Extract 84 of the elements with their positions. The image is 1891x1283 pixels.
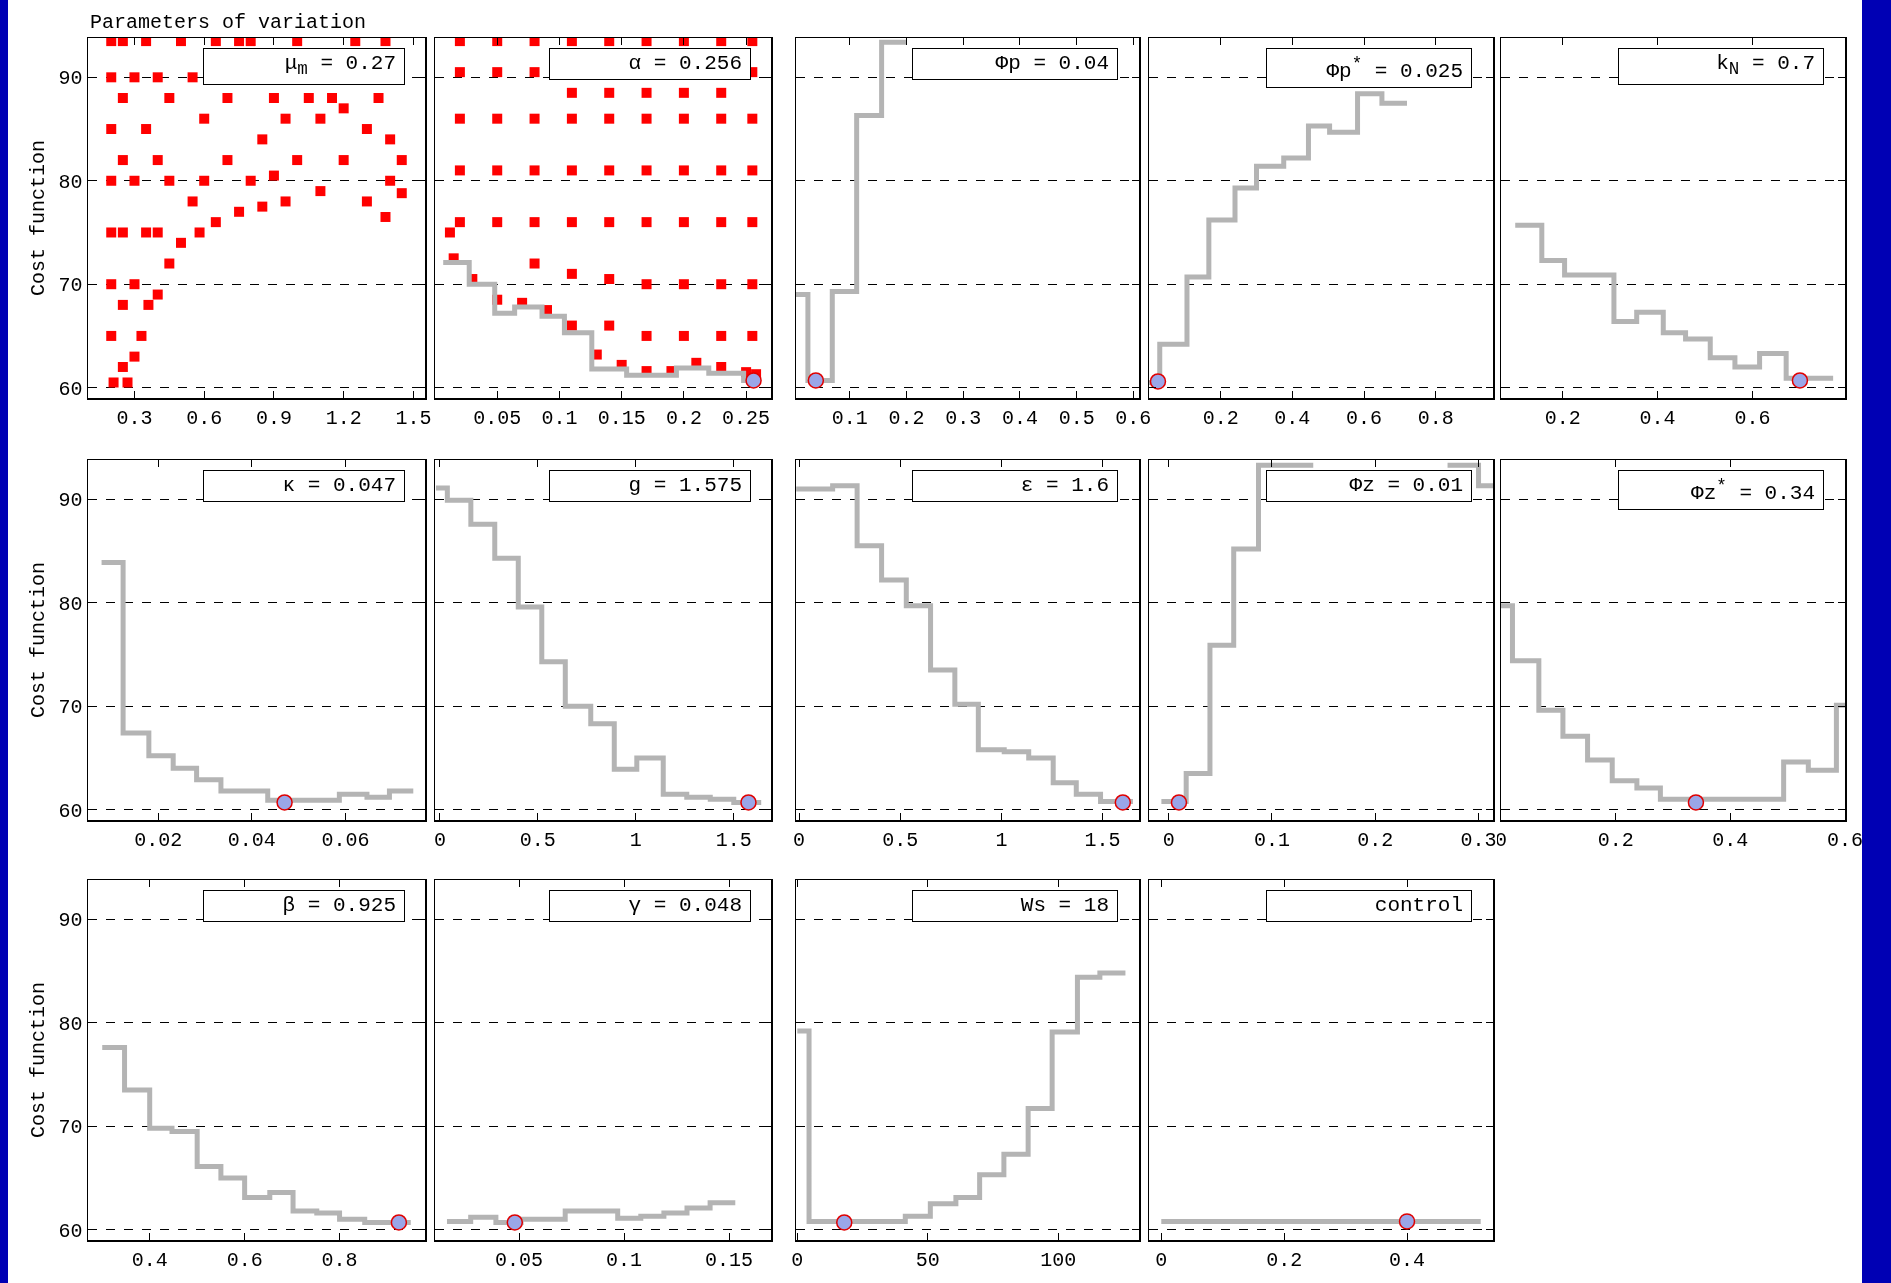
y-tick-label: 60 (58, 799, 83, 823)
x-tick-label: 0.4 (1001, 406, 1038, 430)
x-tick-label: 0.2 (888, 406, 925, 430)
x-tick-label: 0.05 (494, 1248, 544, 1272)
x-tick-label: 0.04 (227, 828, 276, 852)
x-tick-label: 0.05 (473, 406, 522, 430)
y-tick-label: 90 (58, 67, 83, 91)
x-tick-label: 0.3 (945, 406, 982, 430)
x-tick-label: 0.4 (1639, 406, 1676, 430)
y-axis-title: Cost function (27, 139, 51, 297)
y-tick-label: 80 (58, 592, 83, 616)
x-tick-label: 100 (1040, 1248, 1077, 1272)
x-tick-label: 0.2 (1266, 1248, 1303, 1272)
x-tick-label: 0.4 (131, 1248, 168, 1272)
x-tick-label: 0 (433, 828, 446, 852)
label-box: κ = 0.047 (203, 470, 405, 502)
y-tick-label: 60 (58, 377, 83, 401)
label-box: Φp$^{*}$ = 0.025 (1266, 48, 1472, 88)
x-tick-label: 0.02 (134, 828, 183, 852)
x-tick-label: 0.2 (1357, 828, 1394, 852)
x-tick-label: 0.4 (1712, 828, 1749, 852)
x-tick-label: 0.6 (1345, 406, 1383, 430)
y-tick-label: 80 (58, 170, 83, 194)
x-tick-label: 0.15 (704, 1248, 754, 1272)
x-tick-label: 0.3 (116, 406, 153, 430)
y-tick-label: 70 (58, 274, 83, 298)
x-tick-label: 0.6 (1734, 406, 1771, 430)
x-tick-label: 0.3 (1460, 828, 1497, 852)
text: Parameters of variation (90, 11, 367, 34)
x-tick-label: 1 (995, 828, 1008, 852)
x-tick-label: 0.1 (605, 1248, 643, 1272)
x-tick-label: 0.4 (1274, 406, 1311, 430)
x-tick-label: 0.9 (255, 406, 292, 430)
x-tick-label: 0.5 (882, 828, 919, 852)
x-tick-label: 0.6 (186, 406, 223, 430)
y-tick-label: 80 (58, 1012, 83, 1036)
y-axis-title: Cost function (27, 981, 51, 1139)
x-tick-label: 0.2 (1202, 406, 1239, 430)
y-axis-title: Cost function (27, 561, 51, 719)
x-tick-label: 0 (793, 828, 806, 852)
x-tick-label: 0.1 (541, 406, 578, 430)
label-box: Φp = 0.04 (912, 48, 1118, 80)
label-box: ε = 1.6 (912, 470, 1118, 502)
x-tick-label: 1.2 (325, 406, 362, 430)
x-tick-label: 0.8 (1417, 406, 1454, 430)
label-box: γ = 0.048 (549, 890, 751, 922)
label-box: Φz$^{*}$ = 0.34 (1618, 470, 1824, 510)
x-tick-label: 0.2 (1544, 406, 1581, 430)
label-box: Φz = 0.01 (1266, 470, 1472, 502)
x-tick-label: 0.5 (519, 828, 556, 852)
x-tick-label: 0.5 (1058, 406, 1095, 430)
y-tick-label: 70 (58, 696, 83, 720)
x-tick-label: 0.1 (831, 406, 868, 430)
x-tick-label: 0 (1162, 828, 1175, 852)
x-tick-label: 1.5 (715, 828, 752, 852)
label-box: k$_{N}$ = 0.7 (1618, 48, 1824, 86)
x-tick-label: 0.6 (226, 1248, 263, 1272)
x-tick-label: 0.2 (1597, 828, 1634, 852)
x-tick-label: 0 (1494, 828, 1508, 852)
y-tick-label: 90 (58, 489, 83, 513)
x-tick-label: 0.4 (1388, 1248, 1426, 1272)
y-tick-label: 90 (58, 909, 83, 933)
x-tick-label: 0.15 (597, 406, 646, 430)
x-tick-label: 0.6 (1826, 828, 1864, 852)
x-tick-label: 0.1 (1253, 828, 1290, 852)
x-tick-label: 0.8 (321, 1248, 358, 1272)
y-tick-label: 70 (58, 1116, 83, 1140)
x-tick-label: 1.5 (1084, 828, 1121, 852)
x-tick-label: 0.06 (321, 828, 370, 852)
x-tick-label: 1 (629, 828, 642, 852)
x-tick-label: 0 (1155, 1248, 1168, 1272)
label-box: μ$_{m}$ = 0.27 (203, 48, 405, 86)
y-tick-label: 60 (58, 1219, 83, 1243)
x-tick-label: 0.2 (665, 406, 702, 430)
x-tick-label: 0 (791, 1248, 804, 1272)
label-box: control (1266, 890, 1472, 922)
x-tick-label: 50 (915, 1248, 940, 1272)
x-tick-label: 1.5 (395, 406, 432, 430)
label-box: β = 0.925 (203, 890, 405, 922)
x-tick-label: 0.25 (722, 406, 771, 430)
label-box: g = 1.575 (549, 470, 751, 502)
label-box: Ws = 18 (912, 890, 1118, 922)
label-box: α = 0.256 (549, 48, 751, 80)
x-tick-label: 0.6 (1115, 406, 1152, 430)
